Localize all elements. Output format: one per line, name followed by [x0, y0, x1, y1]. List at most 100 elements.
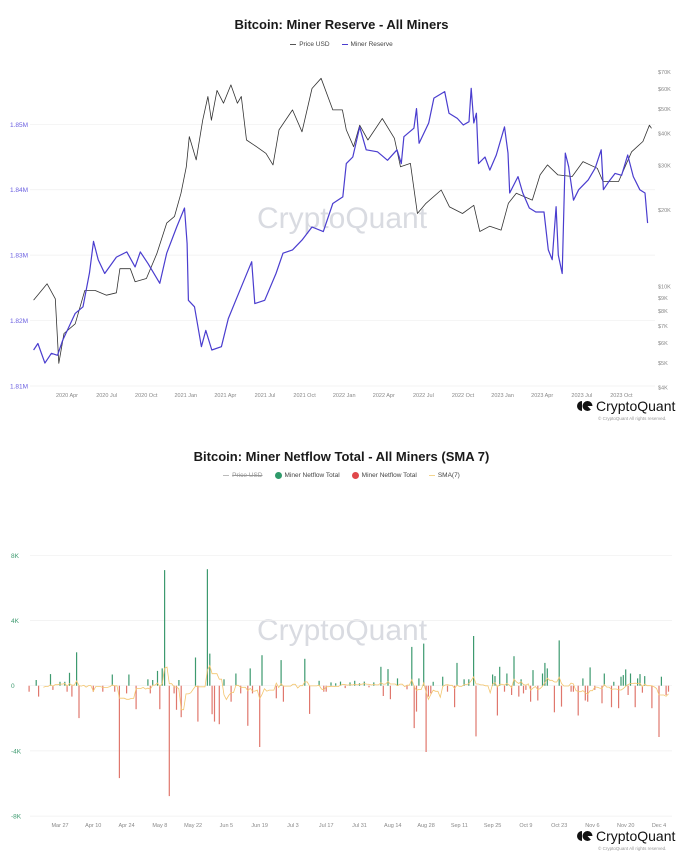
copyright-top: © CryptoQuant All rights reserved.: [598, 416, 667, 421]
bar-inflow: [625, 669, 627, 686]
bar-inflow: [411, 646, 413, 686]
legend-label: Miner Reserve: [350, 41, 393, 48]
chart-title-miner-reserve: Bitcoin: Miner Reserve - All Miners: [234, 17, 449, 32]
bar-inflow: [349, 682, 351, 686]
copyright-bottom: © CryptoQuant All rights reserved.: [598, 846, 667, 851]
x-tick-label: Oct 23: [551, 823, 567, 829]
y-right-tick-label: $9K: [658, 296, 668, 302]
bar-inflow: [396, 678, 399, 686]
x-tick-label: 2022 Jan: [333, 393, 356, 399]
cryptoquant-logo-icon: [577, 401, 593, 412]
x-tick-label: 2022 Jul: [413, 393, 434, 399]
bar-outflow: [168, 685, 170, 797]
y-tick-label: 0: [11, 683, 15, 690]
x-tick-label: Jul 17: [319, 823, 334, 829]
bar-outflow: [496, 685, 498, 716]
bar-inflow: [209, 653, 211, 686]
bar-outflow: [454, 685, 456, 708]
series-line-price-usd: [33, 77, 652, 364]
x-tick-label: 2023 Oct: [610, 393, 633, 399]
bar-inflow: [380, 666, 382, 686]
y-right-tick-label: $8K: [658, 309, 668, 315]
bar-outflow: [251, 685, 254, 694]
bar-inflow: [541, 673, 544, 686]
legend-item-price-usd-hidden[interactable]: Price USD: [223, 472, 263, 479]
bar-inflow: [49, 674, 52, 686]
legend-item-miner-reserve[interactable]: Miner Reserve: [341, 41, 393, 48]
x-tick-label: May 22: [184, 823, 202, 829]
bar-inflow: [513, 656, 515, 686]
bar-outflow: [230, 685, 232, 702]
bar-inflow: [506, 673, 508, 686]
bar-outflow: [572, 685, 574, 692]
brand-logo-bottom: CryptoQuant: [577, 828, 675, 844]
bar-outflow: [667, 685, 670, 692]
bar-outflow: [518, 685, 520, 697]
bar-outflow: [382, 685, 384, 696]
bar-inflow: [456, 662, 458, 686]
x-tick-label: 2021 Jan: [174, 393, 197, 399]
bar-inflow: [558, 640, 560, 686]
bar-outflow: [126, 685, 128, 694]
bar-inflow: [335, 683, 337, 686]
watermark: CryptoQuant: [257, 202, 428, 235]
legend-label: Price USD: [232, 472, 263, 479]
x-tick-label: Sep 25: [484, 823, 501, 829]
bar-outflow: [71, 685, 73, 697]
y-left-tick-label: 1.83M: [10, 253, 28, 260]
bar-inflow: [68, 672, 71, 686]
x-tick-label: 2021 Apr: [214, 393, 236, 399]
legend-item-sma7[interactable]: SMA(7): [428, 472, 460, 479]
x-tick-label: Apr 10: [85, 823, 101, 829]
bar-outflow: [522, 685, 525, 694]
bar-outflow: [651, 685, 653, 709]
chart-title-miner-netflow: Bitcoin: Miner Netflow Total - All Miner…: [193, 449, 490, 464]
bar-inflow: [532, 670, 534, 686]
x-tick-label: Jun 19: [251, 823, 268, 829]
legend-item-price-usd[interactable]: Price USD: [290, 41, 330, 48]
y-right-tick-label: $60K: [658, 87, 671, 93]
x-tick-label: Apr 24: [118, 823, 134, 829]
x-tick-label: Dec 4: [652, 823, 666, 829]
bar-inflow: [622, 675, 624, 686]
bar-outflow: [159, 685, 161, 710]
y-left-tick-label: 1.85M: [10, 122, 28, 129]
x-tick-label: Sep 11: [451, 823, 468, 829]
x-tick-label: 2022 Oct: [452, 393, 475, 399]
bar-inflow: [603, 673, 605, 686]
bar-outflow: [553, 685, 555, 713]
brand-name: CryptoQuant: [596, 828, 676, 844]
bar-inflow: [546, 668, 548, 686]
dot-swatch-icon: [274, 472, 282, 479]
bar-outflow: [78, 685, 80, 719]
bar-inflow: [206, 569, 208, 686]
bar-inflow: [354, 680, 356, 686]
bar-outflow: [211, 685, 213, 715]
bar-inflow: [589, 667, 591, 686]
bar-inflow: [249, 668, 251, 686]
bar-inflow: [161, 668, 163, 686]
bar-outflow: [259, 685, 261, 747]
bar-inflow: [280, 660, 282, 686]
bar-outflow: [175, 685, 178, 710]
bar-outflow: [425, 685, 427, 752]
x-tick-label: Jul 31: [352, 823, 367, 829]
bar-outflow: [197, 685, 199, 722]
bar-outflow: [213, 685, 216, 722]
bar-outflow: [52, 685, 54, 690]
y-right-tick-label: $4K: [658, 385, 668, 391]
bar-outflow: [560, 685, 563, 707]
bar-outflow: [344, 685, 346, 689]
bar-inflow: [660, 676, 662, 686]
legend-item-netflow-outflow[interactable]: Miner Netflow Total: [351, 472, 417, 479]
bar-outflow: [601, 685, 603, 704]
x-tick-label: 2020 Apr: [56, 393, 78, 399]
x-tick-label: 2023 Jan: [491, 393, 514, 399]
bar-inflow: [261, 655, 263, 686]
legend-item-netflow-inflow[interactable]: Miner Netflow Total: [274, 472, 340, 479]
y-right-tick-label: $10K: [658, 285, 671, 291]
dot-swatch-icon: [351, 472, 359, 479]
line-swatch-icon: [290, 44, 297, 45]
bar-outflow: [118, 685, 120, 779]
bar-inflow: [582, 678, 584, 686]
